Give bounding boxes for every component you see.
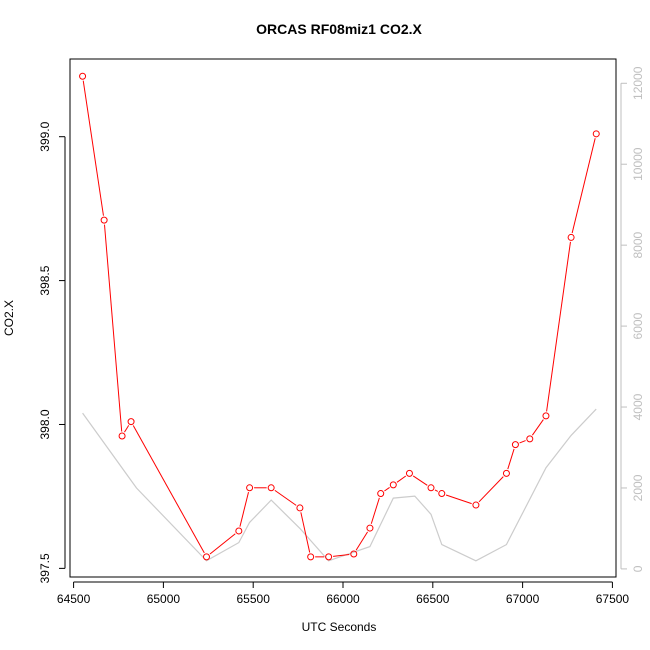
y-axis: 397.5 398.0 398.5 399.0: [38, 121, 66, 583]
co2-data-point: [542, 412, 550, 420]
secondary-series-line: [82, 408, 597, 562]
co2-data-point: [502, 469, 510, 477]
co2-line-segment: [274, 489, 297, 506]
co2-data-point: [307, 553, 315, 561]
y2-tick-label: 6000: [631, 312, 645, 339]
co2-line-segment: [445, 494, 472, 505]
x-tick-label: 65500: [237, 592, 271, 606]
co2-data-point: [405, 469, 413, 477]
x-tick-label: 64500: [57, 592, 91, 606]
co2-line-segment: [478, 476, 504, 503]
co2-line-segment: [434, 489, 439, 492]
plot-frame: [69, 58, 617, 578]
co2-data-point: [377, 490, 385, 498]
co2-data-point: [350, 550, 358, 558]
series-layer: [79, 72, 600, 562]
co2-line-segment: [519, 440, 526, 444]
y2-tick-label: 4000: [631, 393, 645, 420]
co2-line-segment: [571, 138, 596, 234]
co2-line-segment: [546, 241, 571, 412]
co2-data-point: [100, 216, 108, 224]
co2-data-point: [296, 504, 304, 512]
co2-line-segment: [82, 80, 104, 216]
co2-data-point: [389, 481, 397, 489]
y-tick-label: 399.0: [38, 121, 52, 151]
x-tick-label: 65000: [147, 592, 181, 606]
co2-line-segment: [396, 475, 407, 483]
co2-data-point: [427, 484, 435, 492]
y2-tick-label: 10000: [631, 147, 645, 181]
y-tick-label: 398.0: [38, 409, 52, 439]
x-axis: 64500 65000 65500 66000 66500 67000 67500: [57, 581, 630, 606]
co2-line-segment: [333, 553, 350, 557]
x-axis-label: UTC Seconds: [302, 620, 377, 634]
x-tick-label: 67500: [596, 592, 630, 606]
co2-data-point: [526, 435, 534, 443]
co2-line-segment: [355, 531, 368, 551]
co2-line-segment: [239, 492, 250, 527]
co2-line-segment: [132, 425, 205, 554]
y-tick-label: 398.5: [38, 265, 52, 295]
chart-title: ORCAS RF08miz1 CO2.X: [256, 21, 422, 37]
co2-data-point: [567, 233, 575, 241]
co2-data-point: [235, 527, 243, 535]
co2-data-point: [472, 501, 480, 509]
x-tick-label: 67000: [506, 592, 540, 606]
y2-tick-label: 0: [631, 565, 645, 572]
co2-data-point: [246, 484, 254, 492]
co2-data-point: [366, 524, 374, 532]
co2-data-point: [592, 130, 600, 138]
y2-axis: 0 2000 4000 6000 8000 10000 12000: [620, 66, 645, 572]
co2-data-point: [438, 490, 446, 498]
y2-tick-label: 12000: [631, 66, 645, 100]
co2-line-segment: [370, 497, 380, 524]
co2-line-segment: [507, 448, 515, 470]
co2-line-segment: [300, 512, 311, 553]
co2-data-point: [79, 72, 87, 80]
y-tick-label: 397.5: [38, 553, 52, 583]
co2-data-point: [511, 441, 519, 449]
x-tick-label: 66500: [416, 592, 450, 606]
co2-line-segment: [209, 533, 236, 555]
y2-tick-label: 8000: [631, 231, 645, 258]
co2-line-segment: [384, 487, 390, 492]
co2-line-segment: [412, 475, 428, 486]
co2-data-point: [325, 553, 333, 561]
co2-line-segment: [103, 224, 123, 432]
y-axis-label: CO2.X: [2, 300, 16, 336]
co2-data-point: [118, 432, 126, 440]
x-tick-label: 66000: [326, 592, 360, 606]
y2-tick-label: 2000: [631, 474, 645, 501]
co2-data-point: [203, 553, 210, 561]
co2-line-segment: [124, 425, 130, 433]
co2-data-point: [127, 418, 135, 426]
co2-data-point: [267, 484, 275, 492]
co2-line-segment: [531, 419, 544, 436]
